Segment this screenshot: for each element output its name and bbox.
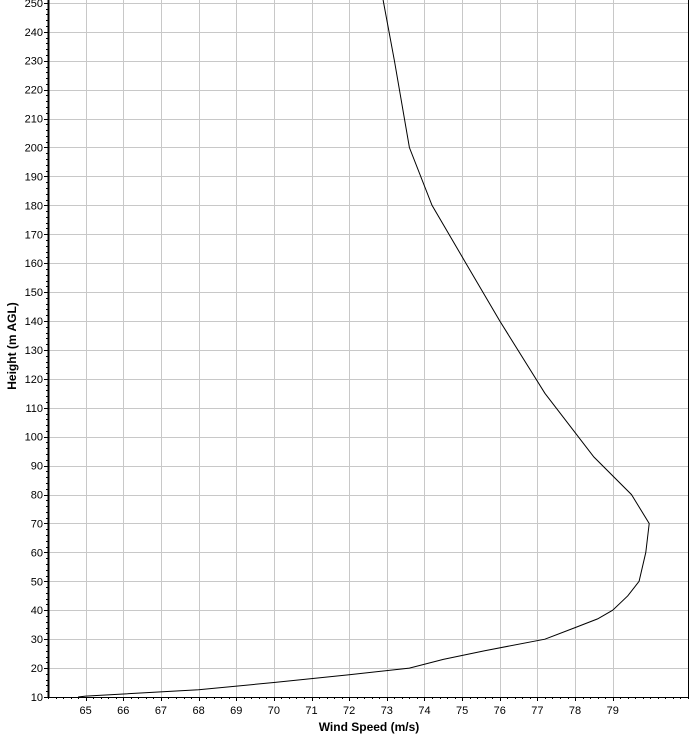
y-tick-label: 80 bbox=[31, 490, 43, 502]
x-tick-label: 70 bbox=[268, 705, 280, 717]
y-tick-label: 170 bbox=[25, 229, 43, 241]
y-tick-label: 110 bbox=[25, 403, 43, 415]
y-tick-label: 220 bbox=[25, 85, 43, 97]
x-tick-label: 79 bbox=[607, 705, 619, 717]
y-tick-label: 210 bbox=[25, 114, 43, 126]
y-tick-label: 190 bbox=[25, 171, 43, 183]
y-tick-label: 100 bbox=[25, 432, 43, 444]
y-tick-label: 250 bbox=[25, 0, 43, 10]
y-tick-label: 10 bbox=[31, 692, 43, 704]
series-group bbox=[78, 0, 650, 698]
x-tick-label: 71 bbox=[305, 705, 317, 717]
grid-lines bbox=[48, 0, 689, 698]
y-tick-label: 40 bbox=[31, 605, 43, 617]
x-tick-label: 75 bbox=[456, 705, 468, 717]
x-tick-label: 68 bbox=[192, 705, 204, 717]
x-tick-label: 78 bbox=[569, 705, 581, 717]
y-tick-label: 70 bbox=[31, 518, 43, 530]
y-tick-label: 150 bbox=[25, 287, 43, 299]
x-tick-label: 74 bbox=[418, 705, 430, 717]
x-tick-label: 69 bbox=[230, 705, 242, 717]
x-axis-title: Wind Speed (m/s) bbox=[319, 720, 420, 734]
x-tick-label: 73 bbox=[381, 705, 393, 717]
x-tick-label: 65 bbox=[80, 705, 92, 717]
x-tick-label: 76 bbox=[494, 705, 506, 717]
x-tick-label: 66 bbox=[117, 705, 129, 717]
wind-profile-line bbox=[78, 0, 650, 698]
axes bbox=[44, 0, 689, 701]
y-tick-label: 30 bbox=[31, 634, 43, 646]
y-tick-label: 120 bbox=[25, 374, 43, 386]
y-tick-label: 50 bbox=[31, 576, 43, 588]
y-axis-title: Height (m AGL) bbox=[5, 302, 19, 390]
y-tick-label: 230 bbox=[25, 56, 43, 68]
y-tick-label: 160 bbox=[25, 258, 43, 270]
y-tick-label: 200 bbox=[25, 142, 43, 154]
x-tick-label: 67 bbox=[155, 705, 167, 717]
tick-labels: 65 66 67 68 69 70 71 72 73 74 75 76 77 78 79 10 20 30 40 50… bbox=[25, 0, 619, 717]
y-tick-label: 180 bbox=[25, 200, 43, 212]
y-tick-label: 20 bbox=[31, 663, 43, 675]
y-tick-label: 60 bbox=[31, 547, 43, 559]
y-tick-label: 240 bbox=[25, 27, 43, 39]
y-tick-label: 130 bbox=[25, 345, 43, 357]
x-tick-label: 72 bbox=[343, 705, 355, 717]
y-tick-label: 140 bbox=[25, 316, 43, 328]
y-tick-label: 90 bbox=[31, 461, 43, 473]
x-tick-label: 77 bbox=[531, 705, 543, 717]
